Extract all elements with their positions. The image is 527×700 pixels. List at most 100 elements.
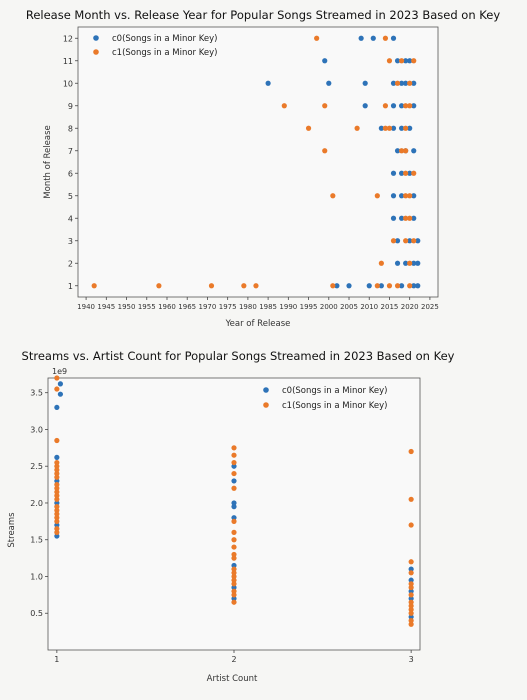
point-series-1 bbox=[322, 103, 328, 109]
point-series-0 bbox=[346, 283, 352, 289]
x-tick-label: 1955 bbox=[138, 303, 156, 311]
point-series-0 bbox=[54, 454, 60, 460]
point-series-0 bbox=[394, 148, 401, 154]
x-tick-label: 1965 bbox=[178, 303, 196, 311]
y-tick-label: 1 bbox=[68, 282, 73, 291]
point-series-1 bbox=[407, 283, 413, 289]
x-tick-label: 1 bbox=[54, 655, 59, 664]
chart1-x-ticks: 1940 1945 1950 1955 1960 1965 1970 1975 1980 1985… bbox=[77, 297, 439, 311]
chart1-legend-marker-c0 bbox=[93, 35, 99, 41]
y-tick-label: 10 bbox=[63, 79, 73, 88]
point-series-0 bbox=[407, 58, 413, 64]
point-series-1 bbox=[398, 58, 405, 64]
point-series-1 bbox=[231, 537, 237, 543]
point-series-1 bbox=[305, 125, 312, 131]
point-series-1 bbox=[54, 526, 60, 532]
point-series-0 bbox=[366, 283, 372, 289]
chart1-plot-area bbox=[77, 26, 439, 298]
chart1-y-label: Month of Release bbox=[43, 125, 53, 198]
point-series-1 bbox=[408, 496, 414, 502]
point-series-0 bbox=[415, 238, 421, 244]
chart1-legend-c1: c1(Songs in a Minor Key) bbox=[112, 48, 217, 58]
chart2-x-ticks: 1 2 3 bbox=[54, 650, 414, 664]
point-series-0 bbox=[231, 504, 237, 510]
point-series-1 bbox=[54, 515, 60, 521]
point-series-1 bbox=[54, 467, 60, 473]
point-series-1 bbox=[231, 581, 237, 587]
point-series-0 bbox=[415, 283, 421, 289]
point-series-1 bbox=[314, 35, 320, 41]
y-tick-label: 11 bbox=[63, 57, 73, 66]
point-series-1 bbox=[330, 193, 336, 199]
point-series-0 bbox=[57, 391, 64, 397]
point-series-1 bbox=[231, 470, 237, 477]
point-series-1 bbox=[54, 511, 60, 517]
y-tick-label: 4 bbox=[68, 214, 73, 223]
point-series-1 bbox=[408, 584, 414, 591]
point-series-1 bbox=[408, 599, 414, 605]
point-series-0 bbox=[231, 595, 237, 602]
x-tick-label: 2 bbox=[231, 655, 236, 664]
point-series-0 bbox=[398, 193, 405, 199]
point-series-0 bbox=[411, 80, 417, 86]
point-series-0 bbox=[390, 193, 397, 199]
point-series-1 bbox=[407, 260, 413, 266]
point-series-1 bbox=[408, 448, 414, 455]
point-series-1 bbox=[253, 283, 259, 289]
x-tick-label: 1975 bbox=[219, 303, 237, 311]
point-series-1 bbox=[54, 507, 60, 513]
point-series-1 bbox=[407, 103, 413, 109]
point-series-1 bbox=[403, 125, 409, 131]
y-tick-label: 12 bbox=[63, 34, 73, 43]
point-series-1 bbox=[408, 559, 414, 565]
point-series-0 bbox=[231, 562, 237, 569]
point-series-1 bbox=[231, 518, 237, 524]
x-tick-label: 1970 bbox=[199, 303, 217, 311]
point-series-0 bbox=[394, 260, 401, 266]
point-series-0 bbox=[358, 35, 364, 41]
point-series-0 bbox=[407, 170, 413, 176]
point-series-0 bbox=[231, 478, 237, 484]
y-tick-label: 9 bbox=[68, 102, 73, 111]
y-tick-label: 3.0 bbox=[30, 425, 43, 434]
point-series-1 bbox=[386, 58, 393, 64]
point-series-1 bbox=[394, 283, 401, 289]
point-series-0 bbox=[370, 35, 376, 41]
y-tick-label: 2 bbox=[68, 259, 73, 268]
chart2-legend-marker-c1 bbox=[263, 402, 269, 408]
point-series-1 bbox=[231, 573, 237, 580]
chart2-legend-c0: c0(Songs in a Minor Key) bbox=[282, 386, 387, 396]
point-series-0 bbox=[408, 588, 414, 594]
point-series-0 bbox=[378, 283, 384, 289]
x-tick-label: 2020 bbox=[401, 303, 419, 311]
point-series-0 bbox=[398, 80, 405, 86]
point-series-0 bbox=[403, 260, 409, 266]
point-series-1 bbox=[54, 518, 60, 524]
x-tick-label: 1995 bbox=[300, 303, 318, 311]
point-series-1 bbox=[231, 570, 237, 576]
point-series-1 bbox=[408, 581, 414, 587]
point-series-0 bbox=[378, 125, 384, 131]
chart2-offset-text: 1e9 bbox=[52, 367, 67, 376]
x-tick-label: 1985 bbox=[259, 303, 277, 311]
y-tick-label: 1.5 bbox=[30, 536, 43, 545]
point-series-0 bbox=[231, 584, 237, 591]
point-series-1 bbox=[407, 215, 413, 221]
point-series-1 bbox=[408, 610, 414, 616]
point-series-1 bbox=[386, 283, 393, 289]
point-series-0 bbox=[398, 215, 405, 221]
point-series-0 bbox=[398, 103, 405, 109]
point-series-1 bbox=[322, 148, 328, 154]
point-series-1 bbox=[231, 599, 237, 605]
chart2-points bbox=[54, 375, 414, 627]
y-tick-label: 3.5 bbox=[30, 389, 43, 398]
point-series-0 bbox=[265, 80, 271, 86]
point-series-0 bbox=[54, 478, 60, 484]
point-series-1 bbox=[403, 148, 409, 154]
y-tick-label: 7 bbox=[68, 147, 73, 156]
point-series-0 bbox=[326, 80, 332, 86]
chart1-legend-marker-c1 bbox=[93, 49, 99, 55]
point-series-0 bbox=[394, 238, 401, 244]
